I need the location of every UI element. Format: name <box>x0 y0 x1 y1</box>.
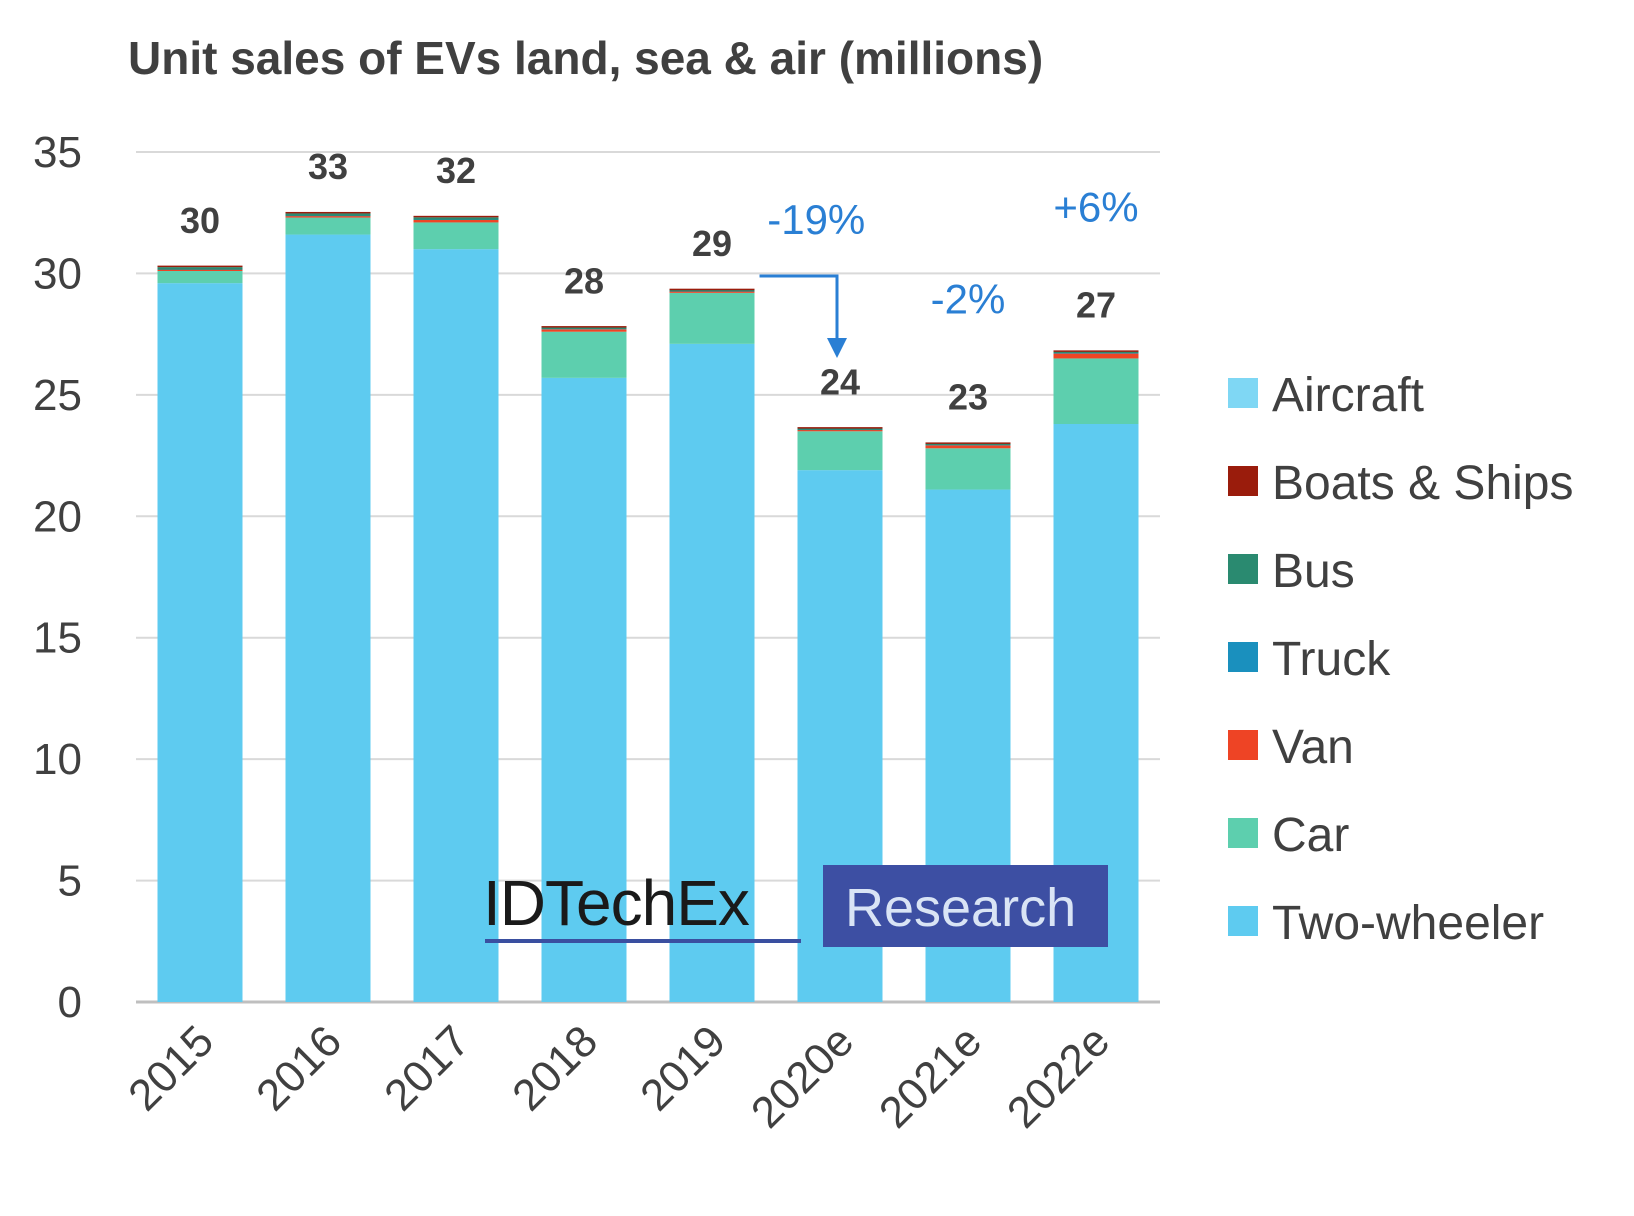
bar-segment-van <box>285 216 371 218</box>
bar-segment-car <box>925 448 1011 490</box>
x-tick-label: 2022e <box>998 1016 1119 1137</box>
y-tick-label: 20 <box>33 492 82 541</box>
legend-swatch <box>1228 730 1258 760</box>
x-tick-label: 2017 <box>375 1016 479 1120</box>
arrow-down-icon <box>827 337 847 358</box>
legend-swatch <box>1228 466 1258 496</box>
legend-label: Aircraft <box>1272 369 1424 422</box>
idtechex-logo: IDTechEx Research <box>483 865 1108 947</box>
total-label: 30 <box>180 200 220 241</box>
y-tick-label: 0 <box>58 978 82 1027</box>
total-label: 29 <box>692 223 732 264</box>
legend-swatch <box>1228 378 1258 408</box>
annotations: -19% -2% +6% <box>759 184 1139 358</box>
bar-segment-boats-ships <box>541 326 627 328</box>
x-tick-label: 2020e <box>742 1016 863 1137</box>
bar-segment-two-wheeler <box>413 249 499 1003</box>
bar-segment-car <box>1053 358 1139 424</box>
x-tick-label: 2015 <box>119 1016 223 1120</box>
y-tick-label: 30 <box>33 249 82 298</box>
bar-segment-car <box>669 292 755 344</box>
bar-segment-two-wheeler <box>157 283 243 1003</box>
total-label: 33 <box>308 146 348 187</box>
legend: Aircraft Boats & Ships Bus Truck Van Car Two-w… <box>1228 369 1574 950</box>
bar-segment-bus <box>285 213 371 216</box>
bar-segment-van <box>541 329 627 332</box>
x-axis-ticks: 2015 2016 2017 2018 2019 2020e 2021e 2022e <box>119 1016 1119 1137</box>
total-label: 27 <box>1076 285 1116 326</box>
bar-segment-boats-ships <box>1053 350 1139 352</box>
bar-segment-car <box>413 222 499 250</box>
legend-swatch <box>1228 906 1258 936</box>
logo-idtechex-text: IDTechEx <box>483 867 750 939</box>
chart-title: Unit sales of EVs land, sea & air (milli… <box>128 32 1043 84</box>
change-annotation: +6% <box>1053 184 1138 231</box>
bar-segment-van <box>157 269 243 271</box>
total-label: 28 <box>564 260 604 301</box>
legend-label: Boats & Ships <box>1272 457 1574 510</box>
bar-segment-bus <box>797 428 883 430</box>
bar-segment-bus <box>925 443 1011 446</box>
x-tick-label: 2018 <box>503 1016 607 1120</box>
logo-underline <box>485 939 801 943</box>
bar-segment-car <box>285 217 371 235</box>
bar-segment-car <box>157 271 243 284</box>
change-annotation: -19% <box>767 196 865 243</box>
total-label: 23 <box>948 377 988 418</box>
y-tick-label: 35 <box>33 128 82 177</box>
y-axis-ticks: 0 5 10 15 20 25 30 35 <box>33 128 82 1027</box>
x-tick-label: 2019 <box>631 1016 735 1120</box>
legend-swatch <box>1228 818 1258 848</box>
change-annotation: -2% <box>931 276 1006 323</box>
bar-segment-boats-ships <box>797 427 883 429</box>
bar-segment-two-wheeler <box>541 377 627 1002</box>
total-labels: 30 33 32 28 29 24 23 27 <box>180 146 1116 417</box>
legend-label: Van <box>1272 721 1354 774</box>
bar-segment-bus <box>413 217 499 220</box>
y-tick-label: 15 <box>33 614 82 663</box>
bar-segment-car <box>541 331 627 378</box>
bar-segment-bus <box>541 327 627 330</box>
bar-segment-bus <box>1053 351 1139 354</box>
total-label: 32 <box>436 150 476 191</box>
total-label: 24 <box>820 361 860 402</box>
bar-segment-boats-ships <box>669 288 755 291</box>
legend-swatch <box>1228 642 1258 672</box>
bar-segment-bus <box>157 267 243 270</box>
bar-segment-boats-ships <box>285 211 371 214</box>
legend-label: Truck <box>1272 633 1391 686</box>
logo-research-text: Research <box>845 878 1076 938</box>
legend-label: Car <box>1272 809 1349 862</box>
bar-segment-two-wheeler <box>669 343 755 1002</box>
legend-label: Two-wheeler <box>1272 897 1544 950</box>
legend-label: Bus <box>1272 545 1355 598</box>
legend-swatch <box>1228 554 1258 584</box>
decline-arrow-line <box>759 274 839 342</box>
bar-segment-van <box>797 429 883 432</box>
bar-segment-boats-ships <box>157 265 243 268</box>
bar-segment-van <box>925 445 1011 449</box>
bar-segment-van <box>1053 353 1139 359</box>
bar-segment-boats-ships <box>925 442 1011 444</box>
bar-segment-van <box>669 291 755 293</box>
bar-segment-car <box>797 431 883 471</box>
x-tick-label: 2021e <box>870 1016 991 1137</box>
x-tick-label: 2016 <box>247 1016 351 1120</box>
bar-segment-two-wheeler <box>285 234 371 1003</box>
logo-research-box <box>823 865 1108 947</box>
y-tick-label: 25 <box>33 371 82 420</box>
bar-segment-van <box>413 220 499 223</box>
bar-segment-bus <box>669 289 755 292</box>
bar-segment-boats-ships <box>413 215 499 218</box>
y-tick-label: 10 <box>33 735 82 784</box>
y-tick-label: 5 <box>58 857 82 906</box>
